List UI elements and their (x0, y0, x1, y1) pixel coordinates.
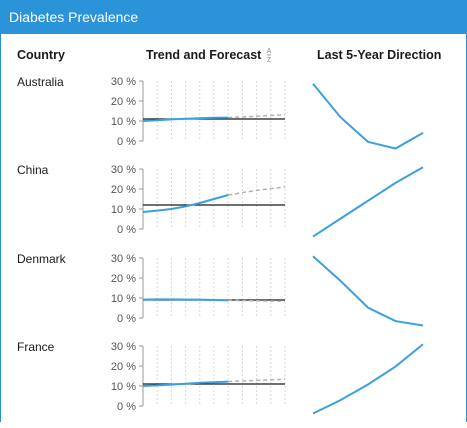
direction-sparkline (312, 166, 424, 238)
direction-sparkline (312, 343, 424, 415)
country-row: China 30 % 20 % 10 % 0 % (1, 163, 466, 251)
trend-line (142, 194, 229, 213)
trend-line (142, 298, 229, 302)
forecast-line (228, 299, 286, 302)
country-row: Denmark 30 % 20 % 10 % 0 % (1, 252, 466, 340)
country-name: China (17, 163, 49, 177)
y-tick-label: 30 % (111, 76, 136, 88)
column-header-direction[interactable]: Last 5-Year Direction (317, 48, 442, 62)
column-header-country[interactable]: Country (17, 48, 65, 62)
y-tick-label: 0 % (117, 136, 136, 148)
trend-forecast-chart[interactable]: 30 % 20 % 10 % 0 % (97, 163, 297, 243)
y-tick-label: 20 % (111, 273, 136, 285)
y-tick-label: 10 % (111, 381, 136, 393)
trend-forecast-chart[interactable]: 30 % 20 % 10 % 0 % (97, 252, 297, 332)
direction-sparkline (312, 255, 424, 327)
y-tick-label: 0 % (117, 224, 136, 236)
y-tick-label: 10 % (111, 116, 136, 128)
y-tick-label: 30 % (111, 253, 136, 265)
svg-text:Z: Z (267, 57, 272, 64)
column-header-trend[interactable]: Trend and Forecast (146, 48, 262, 62)
direction-sparkline (312, 83, 424, 150)
y-tick-label: 0 % (117, 313, 136, 325)
trend-forecast-chart[interactable]: 30 % 20 % 10 % 0 % (97, 340, 297, 420)
trend-line (142, 116, 229, 122)
y-tick-label: 20 % (111, 96, 136, 108)
country-name: Denmark (17, 252, 66, 266)
trend-forecast-chart[interactable]: 30 % 20 % 10 % 0 % (97, 75, 297, 155)
direction-line (312, 166, 424, 238)
direction-line (312, 255, 424, 327)
sort-az-icon[interactable]: A Z (263, 46, 275, 64)
y-tick-label: 30 % (111, 341, 136, 353)
country-row: France 30 % 20 % 10 % 0 % (1, 340, 466, 428)
forecast-line (228, 114, 286, 119)
panel-title: Diabetes Prevalence (0, 0, 467, 34)
y-tick-label: 30 % (111, 164, 136, 176)
trend-line (142, 380, 229, 387)
forecast-line (228, 186, 286, 196)
direction-line (312, 83, 424, 150)
direction-line (312, 343, 424, 415)
y-tick-label: 10 % (111, 293, 136, 305)
country-name: France (17, 340, 55, 354)
forecast-line (228, 378, 286, 383)
svg-text:A: A (267, 48, 272, 55)
y-tick-label: 20 % (111, 184, 136, 196)
y-tick-label: 0 % (117, 401, 136, 413)
country-name: Australia (17, 75, 64, 89)
country-row: Australia 30 % 20 % 10 % 0 % (1, 75, 466, 163)
y-tick-label: 20 % (111, 361, 136, 373)
y-tick-label: 10 % (111, 204, 136, 216)
